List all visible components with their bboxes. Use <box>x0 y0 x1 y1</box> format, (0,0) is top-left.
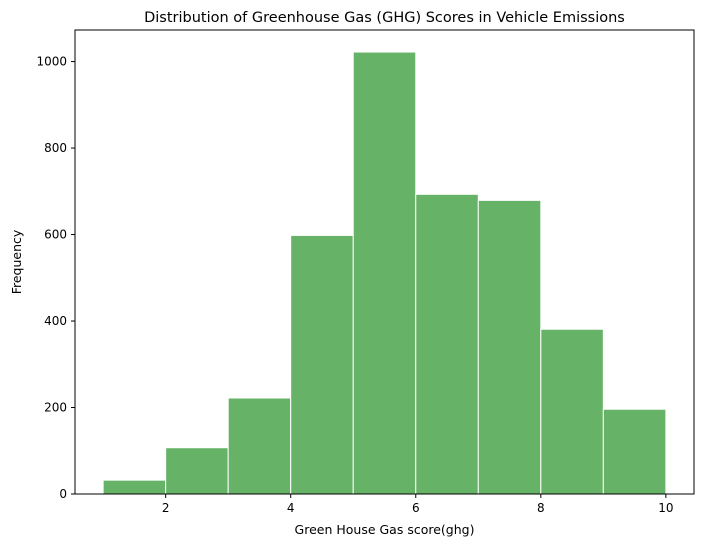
x-tick-label: 4 <box>287 501 295 515</box>
histogram-bar <box>290 234 354 495</box>
histogram-bar <box>227 397 292 495</box>
y-tick-label: 1000 <box>36 55 67 69</box>
x-axis-label: Green House Gas score(ghg) <box>295 522 475 537</box>
histogram-bar <box>415 193 479 495</box>
histogram-bar <box>352 51 417 495</box>
histogram-bar <box>602 408 667 495</box>
y-tick-label: 600 <box>44 228 67 242</box>
y-tick-label: 800 <box>44 141 67 155</box>
y-tick-label: 200 <box>44 401 67 415</box>
bars-group <box>102 51 667 495</box>
histogram-bar <box>102 479 167 495</box>
y-tick-label: 0 <box>59 487 67 501</box>
y-axis: 0 200 400 600 800 1000 <box>36 55 75 501</box>
x-tick-label: 2 <box>162 501 170 515</box>
x-tick-label: 8 <box>537 501 545 515</box>
histogram-bar <box>540 328 604 495</box>
plot-frame <box>74 29 695 495</box>
x-axis: 2 4 6 8 10 <box>162 494 674 515</box>
histogram-bar <box>165 447 229 495</box>
histogram-bar <box>477 199 542 495</box>
x-tick-label: 10 <box>658 501 673 515</box>
y-tick-label: 400 <box>44 314 67 328</box>
chart-title: Distribution of Greenhouse Gas (GHG) Sco… <box>144 10 625 26</box>
x-tick-label: 6 <box>412 501 420 515</box>
y-axis-label: Frequency <box>9 229 24 294</box>
